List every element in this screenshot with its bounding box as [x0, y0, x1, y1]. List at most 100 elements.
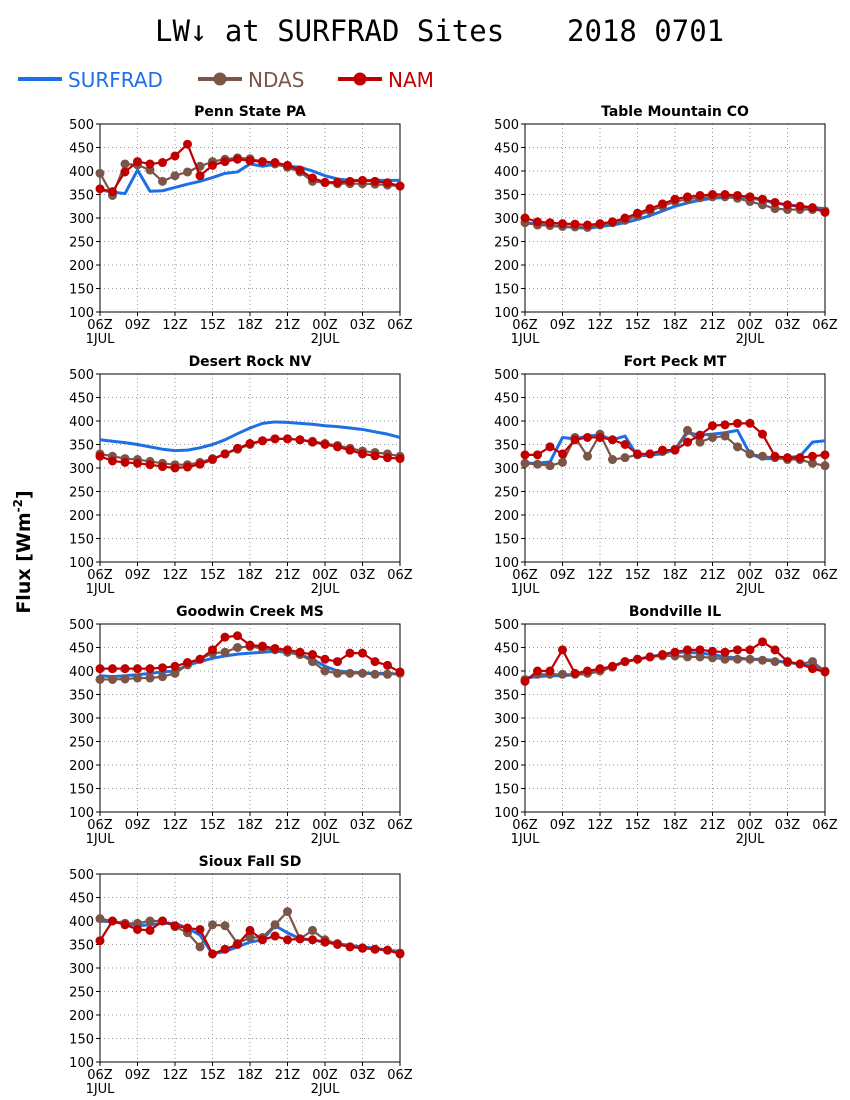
data-point: [358, 943, 367, 953]
data-point: [708, 190, 717, 199]
data-point: [520, 458, 530, 468]
data-point: [283, 160, 292, 170]
data-point: [233, 443, 242, 453]
x-tick-label: 06Z: [87, 318, 113, 333]
x-tick-label: 09Z: [125, 318, 151, 333]
y-axis-label: Flux [Wm-2]: [11, 490, 35, 613]
data-point: [120, 674, 130, 684]
data-point: [383, 453, 392, 463]
y-tick-label: 400: [494, 415, 519, 430]
data-point: [808, 203, 817, 213]
x-tick-label: 18Z: [237, 1068, 263, 1083]
data-point: [170, 921, 180, 931]
x-date-label: 1JUL: [511, 582, 541, 597]
chart-panel: Goodwin Creek MS 100 150 200 250 300 350 400 450…: [69, 604, 413, 847]
x-tick-label: 09Z: [125, 1068, 151, 1083]
data-point: [383, 945, 392, 955]
data-point: [670, 647, 680, 657]
x-date-label: 1JUL: [511, 832, 541, 847]
data-point: [270, 643, 280, 653]
x-tick-label: 15Z: [625, 568, 651, 583]
data-point: [633, 654, 642, 664]
panel-title: Bondville IL: [629, 604, 721, 620]
x-tick-label: 00Z: [312, 318, 338, 333]
data-point: [233, 631, 242, 641]
x-tick-label: 18Z: [662, 818, 688, 833]
x-tick-label: 09Z: [550, 568, 576, 583]
data-point: [95, 936, 105, 946]
x-tick-label: 00Z: [737, 318, 763, 333]
y-tick-label: 450: [69, 892, 94, 907]
x-tick-label: 18Z: [662, 568, 688, 583]
data-point: [133, 673, 142, 683]
data-point: [145, 159, 155, 169]
data-point: [370, 657, 380, 667]
x-tick-label: 15Z: [200, 568, 226, 583]
data-point: [258, 157, 267, 167]
x-tick-label: 18Z: [237, 318, 263, 333]
data-point: [783, 657, 792, 667]
y-tick-label: 250: [69, 986, 94, 1001]
x-date-label: 1JUL: [511, 332, 541, 347]
x-tick-label: 12Z: [162, 1068, 188, 1083]
data-point: [320, 666, 330, 676]
panel-title: Table Mountain CO: [601, 104, 749, 120]
data-point: [183, 167, 192, 177]
x-tick-label: 09Z: [125, 568, 151, 583]
data-point: [520, 450, 530, 460]
data-point: [770, 645, 780, 655]
x-date-label: 1JUL: [86, 832, 116, 847]
data-point: [520, 676, 530, 686]
x-tick-label: 03Z: [775, 818, 801, 833]
data-point: [333, 940, 342, 949]
y-tick-label: 200: [494, 259, 519, 274]
data-point: [208, 645, 217, 655]
y-tick-label: 100: [69, 1056, 94, 1071]
data-point: [145, 916, 155, 926]
data-point: [708, 646, 717, 656]
y-tick-label: 100: [494, 556, 519, 571]
data-point: [183, 658, 192, 668]
data-point: [108, 456, 117, 466]
data-point: [158, 916, 167, 926]
x-tick-label: 18Z: [237, 818, 263, 833]
data-point: [308, 935, 317, 945]
x-tick-label: 06Z: [387, 568, 413, 583]
data-point: [158, 663, 167, 673]
data-point: [733, 645, 742, 655]
data-point: [220, 449, 230, 459]
data-point: [358, 175, 367, 185]
data-point: [108, 674, 117, 684]
data-point: [745, 654, 755, 664]
data-point: [758, 655, 767, 665]
x-tick-label: 03Z: [350, 1068, 376, 1083]
panel-title: Goodwin Creek MS: [176, 604, 324, 620]
x-tick-label: 12Z: [162, 818, 188, 833]
series-nam: [520, 190, 830, 230]
data-point: [595, 432, 605, 442]
data-point: [333, 177, 342, 187]
series-nam: [520, 418, 830, 463]
data-point: [533, 666, 542, 676]
data-point: [708, 421, 717, 431]
data-point: [270, 158, 280, 168]
data-point: [295, 934, 305, 944]
x-tick-label: 06Z: [512, 568, 538, 583]
data-point: [158, 462, 167, 472]
data-point: [208, 160, 217, 170]
data-point: [720, 647, 730, 657]
data-point: [145, 673, 155, 683]
data-point: [683, 437, 692, 447]
data-point: [558, 645, 567, 655]
data-point: [395, 667, 405, 677]
y-tick-label: 100: [69, 556, 94, 571]
data-point: [570, 219, 580, 229]
x-date-label: 2JUL: [311, 582, 341, 597]
data-point: [120, 167, 130, 177]
x-tick-label: 00Z: [737, 568, 763, 583]
x-tick-label: 09Z: [550, 318, 576, 333]
data-point: [108, 187, 117, 197]
data-point: [183, 462, 192, 472]
data-point: [658, 199, 667, 209]
